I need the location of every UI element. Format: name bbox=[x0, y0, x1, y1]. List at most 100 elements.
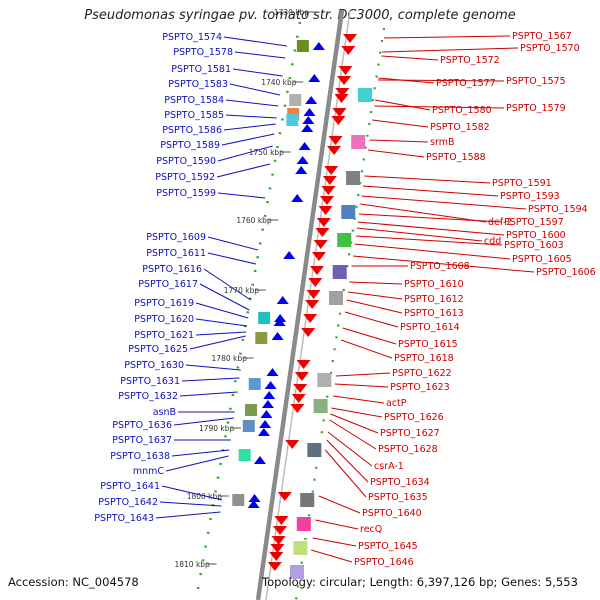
plus-strand-gene-block[interactable] bbox=[296, 517, 311, 531]
right-gene-label[interactable]: recQ bbox=[360, 524, 382, 535]
left-gene-label[interactable]: PSPTO_1599 bbox=[156, 188, 216, 199]
right-gene-label[interactable]: PSPTO_1635 bbox=[368, 492, 428, 503]
plus-strand-gene-arrow[interactable] bbox=[269, 552, 284, 561]
right-gene-label[interactable]: PSPTO_1608 bbox=[410, 261, 470, 272]
minus-strand-gene-arrow[interactable] bbox=[273, 318, 286, 326]
right-gene-label[interactable]: PSPTO_1610 bbox=[404, 279, 464, 290]
right-gene-label[interactable]: PSPTO_1594 bbox=[528, 204, 588, 215]
plus-strand-gene-block[interactable] bbox=[307, 443, 322, 457]
right-gene-label[interactable]: PSPTO_1612 bbox=[404, 294, 464, 305]
plus-strand-gene-arrow[interactable] bbox=[267, 562, 282, 571]
right-gene-label[interactable]: PSPTO_1622 bbox=[392, 368, 452, 379]
plus-strand-gene-arrow[interactable] bbox=[332, 108, 347, 117]
left-gene-label[interactable]: PSPTO_1638 bbox=[110, 451, 170, 462]
right-gene-label[interactable]: PSPTO_1572 bbox=[440, 55, 500, 66]
left-gene-label[interactable]: PSPTO_1643 bbox=[94, 513, 154, 524]
right-gene-label[interactable]: PSPTO_1580 bbox=[432, 105, 492, 116]
right-gene-label[interactable]: PSPTO_1600 bbox=[506, 230, 566, 241]
right-gene-label[interactable]: PSPTO_1626 bbox=[384, 412, 444, 423]
plus-strand-gene-block[interactable] bbox=[328, 291, 343, 305]
minus-strand-gene-arrow[interactable] bbox=[261, 400, 274, 408]
left-gene-label[interactable]: PSPTO_1625 bbox=[128, 344, 188, 355]
minus-strand-gene-block[interactable] bbox=[296, 40, 309, 52]
minus-strand-gene-arrow[interactable] bbox=[291, 194, 304, 202]
plus-strand-gene-arrow[interactable] bbox=[335, 88, 350, 97]
right-gene-label[interactable]: PSPTO_1577 bbox=[436, 78, 496, 89]
left-gene-label[interactable]: PSPTO_1609 bbox=[146, 232, 206, 243]
right-gene-label[interactable]: PSPTO_1623 bbox=[390, 382, 450, 393]
left-gene-label[interactable]: PSPTO_1642 bbox=[98, 497, 158, 508]
plus-strand-gene-block[interactable] bbox=[332, 265, 347, 279]
plus-strand-gene-arrow[interactable] bbox=[324, 166, 339, 175]
minus-strand-gene-arrow[interactable] bbox=[274, 314, 287, 322]
left-gene-label[interactable]: PSPTO_1621 bbox=[134, 330, 194, 341]
plus-strand-gene-block[interactable] bbox=[337, 233, 352, 247]
minus-strand-gene-arrow[interactable] bbox=[305, 96, 318, 104]
plus-strand-gene-arrow[interactable] bbox=[296, 360, 311, 369]
plus-strand-gene-block[interactable] bbox=[293, 541, 308, 555]
right-gene-label[interactable]: PSPTO_1628 bbox=[378, 444, 438, 455]
right-gene-label[interactable]: PSPTO_1618 bbox=[394, 353, 454, 364]
right-gene-label[interactable]: PSPTO_1591 bbox=[492, 178, 552, 189]
minus-strand-gene-arrow[interactable] bbox=[301, 124, 314, 132]
left-gene-label[interactable]: PSPTO_1632 bbox=[118, 391, 178, 402]
plus-strand-gene-arrow[interactable] bbox=[334, 94, 349, 103]
minus-strand-gene-arrow[interactable] bbox=[271, 332, 284, 340]
plus-strand-gene-arrow[interactable] bbox=[308, 278, 323, 287]
left-gene-label[interactable]: PSPTO_1590 bbox=[156, 156, 216, 167]
minus-strand-gene-block[interactable] bbox=[238, 449, 251, 461]
plus-strand-gene-arrow[interactable] bbox=[327, 146, 342, 155]
plus-strand-gene-arrow[interactable] bbox=[290, 404, 305, 413]
plus-strand-gene-arrow[interactable] bbox=[291, 394, 306, 403]
left-gene-label[interactable]: PSPTO_1616 bbox=[142, 264, 202, 275]
right-gene-label[interactable]: PSPTO_1570 bbox=[520, 43, 580, 54]
right-gene-label[interactable]: PSPTO_1575 bbox=[506, 76, 566, 87]
plus-strand-gene-arrow[interactable] bbox=[313, 240, 328, 249]
minus-strand-gene-arrow[interactable] bbox=[266, 368, 279, 376]
plus-strand-gene-block[interactable] bbox=[346, 171, 361, 185]
right-gene-label[interactable]: PSPTO_1567 bbox=[512, 31, 572, 42]
left-gene-label[interactable]: PSPTO_1636 bbox=[112, 420, 172, 431]
left-gene-label[interactable]: PSPTO_1578 bbox=[173, 47, 233, 58]
minus-strand-gene-arrow[interactable] bbox=[263, 391, 276, 399]
left-gene-label[interactable]: PSPTO_1617 bbox=[138, 279, 198, 290]
minus-strand-gene-block[interactable] bbox=[286, 114, 299, 126]
plus-strand-gene-block[interactable] bbox=[317, 373, 332, 387]
plus-strand-gene-arrow[interactable] bbox=[272, 526, 287, 535]
plus-strand-gene-arrow[interactable] bbox=[337, 76, 352, 85]
minus-strand-gene-block[interactable] bbox=[255, 332, 268, 344]
plus-strand-gene-arrow[interactable] bbox=[331, 116, 346, 125]
minus-strand-gene-block[interactable] bbox=[245, 404, 258, 416]
left-gene-label[interactable]: PSPTO_1620 bbox=[134, 314, 194, 325]
right-gene-label[interactable]: PSPTO_1579 bbox=[506, 103, 566, 114]
plus-strand-gene-arrow[interactable] bbox=[277, 492, 292, 501]
plus-strand-gene-arrow[interactable] bbox=[309, 266, 324, 275]
minus-strand-gene-arrow[interactable] bbox=[264, 381, 277, 389]
plus-strand-gene-block[interactable] bbox=[357, 88, 372, 102]
plus-strand-gene-arrow[interactable] bbox=[315, 228, 330, 237]
minus-strand-gene-arrow[interactable] bbox=[259, 420, 272, 428]
minus-strand-gene-arrow[interactable] bbox=[257, 428, 270, 436]
right-gene-label[interactable]: PSPTO_1597 bbox=[504, 217, 564, 228]
plus-strand-gene-arrow[interactable] bbox=[319, 196, 334, 205]
minus-strand-gene-block[interactable] bbox=[232, 494, 245, 506]
right-gene-label[interactable]: cdd bbox=[484, 236, 501, 247]
right-gene-label[interactable]: PSPTO_1603 bbox=[504, 240, 564, 251]
left-gene-label[interactable]: PSPTO_1631 bbox=[120, 376, 180, 387]
right-gene-label[interactable]: def-2 bbox=[488, 217, 512, 228]
plus-strand-gene-arrow[interactable] bbox=[328, 136, 343, 145]
left-gene-label[interactable]: PSPTO_1641 bbox=[100, 481, 160, 492]
left-gene-label[interactable]: PSPTO_1574 bbox=[162, 32, 222, 43]
minus-strand-gene-block[interactable] bbox=[258, 312, 271, 324]
right-gene-label[interactable]: PSPTO_1588 bbox=[426, 152, 486, 163]
plus-strand-gene-arrow[interactable] bbox=[305, 300, 320, 309]
minus-strand-gene-block[interactable] bbox=[289, 94, 302, 106]
minus-strand-gene-arrow[interactable] bbox=[295, 166, 308, 174]
plus-strand-gene-arrow[interactable] bbox=[293, 384, 308, 393]
minus-strand-gene-arrow[interactable] bbox=[253, 456, 266, 464]
plus-strand-gene-arrow[interactable] bbox=[270, 544, 285, 553]
plus-strand-gene-block[interactable] bbox=[341, 205, 356, 219]
minus-strand-gene-arrow[interactable] bbox=[308, 74, 321, 82]
left-gene-label[interactable]: PSPTO_1630 bbox=[124, 360, 184, 371]
left-gene-label[interactable]: PSPTO_1611 bbox=[146, 248, 206, 259]
